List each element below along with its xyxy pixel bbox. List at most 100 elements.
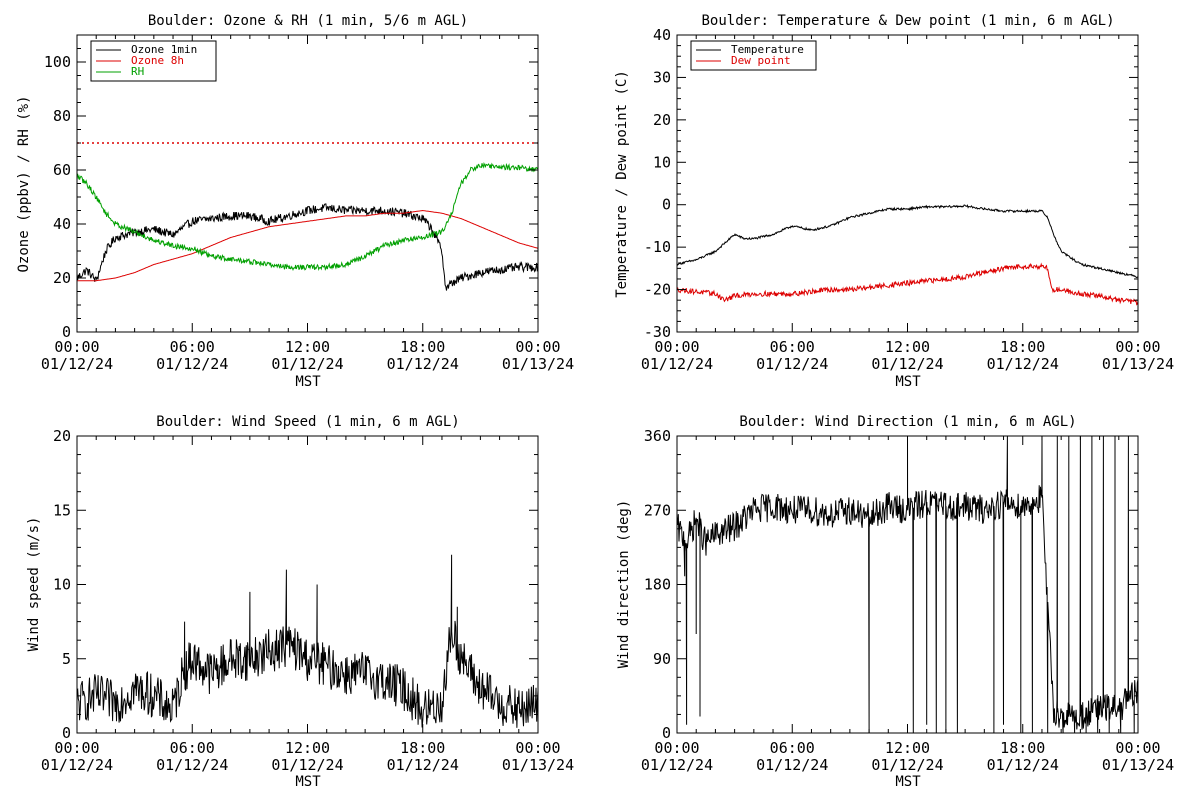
wind-direction-title: Boulder: Wind Direction (1 min, 6 m AGL): [739, 414, 1076, 430]
ozone-rh-xtick-date: 01/13/24: [502, 355, 574, 373]
wind-speed-ytick-label: 15: [53, 501, 71, 519]
temp-dew-xlabel: MST: [895, 374, 921, 390]
temp-dew-xtick-date: 01/13/24: [1102, 355, 1174, 373]
ozone-rh-legend-label: RH: [131, 65, 144, 78]
ozone-rh-xtick-date: 01/12/24: [271, 355, 343, 373]
temp-dew-series-dew-point: [677, 262, 1138, 306]
wind-direction-xtick-date: 01/12/24: [871, 756, 943, 774]
ozone-rh-ytick-label: 100: [44, 53, 71, 71]
wind-direction-ytick-label: 0: [662, 724, 671, 742]
temp-dew-xtick-time: 18:00: [1000, 338, 1045, 356]
wind-speed-ytick-label: 0: [62, 724, 71, 742]
ozone-rh-xtick-date: 01/12/24: [41, 355, 113, 373]
wind-direction-ylabel: Wind direction (deg): [616, 500, 632, 669]
ozone-rh-series-rh: [77, 161, 538, 271]
wind-direction-xtick-time: 00:00: [654, 739, 699, 757]
temp-dew-xtick-time: 06:00: [770, 338, 815, 356]
wind-direction-panel: Boulder: Wind Direction (1 min, 6 m AGL)…: [616, 414, 1174, 790]
ozone-rh-xtick-time: 18:00: [400, 338, 445, 356]
ozone-rh-xtick-time: 12:00: [285, 338, 330, 356]
wind-speed-xtick-date: 01/13/24: [502, 756, 574, 774]
ozone-rh-xtick-time: 00:00: [515, 338, 560, 356]
wind-direction-xtick-time: 12:00: [885, 739, 930, 757]
temp-dew-ytick-label: -10: [644, 238, 671, 256]
wind-direction-ytick-label: 180: [644, 576, 671, 594]
temp-dew-ylabel: Temperature / Dew point (C): [614, 70, 630, 298]
temp-dew-ytick-label: -20: [644, 281, 671, 299]
wind-speed-xtick-date: 01/12/24: [156, 756, 228, 774]
wind-direction-xtick-date: 01/13/24: [1102, 756, 1174, 774]
ozone-rh-ytick-label: 0: [62, 323, 71, 341]
ozone-rh-panel: Boulder: Ozone & RH (1 min, 5/6 m AGL) O…: [16, 13, 574, 390]
wind-direction-xlabel: MST: [895, 774, 921, 790]
temp-dew-title: Boulder: Temperature & Dew point (1 min,…: [701, 13, 1114, 29]
wind-direction-series-1: [677, 436, 1138, 733]
temp-dew-xtick-date: 01/12/24: [756, 355, 828, 373]
ozone-rh-ylabel: Ozone (ppbv) / RH (%): [16, 95, 32, 272]
ozone-rh-title: Boulder: Ozone & RH (1 min, 5/6 m AGL): [148, 13, 468, 29]
wind-speed-xtick-date: 01/12/24: [41, 756, 113, 774]
ozone-rh-legend-label: Ozone 8h: [131, 54, 184, 67]
wind-direction-ytick-label: 90: [653, 650, 671, 668]
wind-speed-ytick-label: 20: [53, 427, 71, 445]
wind-speed-series-1: [77, 554, 538, 728]
ozone-rh-xlabel: MST: [295, 374, 321, 390]
wind-speed-xlabel: MST: [295, 774, 321, 790]
temp-dew-plot: -30-20-1001020304000:0001/12/2406:0001/1…: [641, 26, 1174, 373]
ozone-rh-xtick-time: 00:00: [54, 338, 99, 356]
ozone-rh-series-ozone-8h: [77, 209, 538, 282]
wind-direction-xtick-date: 01/12/24: [987, 756, 1059, 774]
wind-direction-xtick-time: 00:00: [1115, 739, 1160, 757]
wind-direction-ytick-label: 270: [644, 501, 671, 519]
temp-dew-xtick-date: 01/12/24: [641, 355, 713, 373]
temp-dew-xtick-time: 12:00: [885, 338, 930, 356]
wind-direction-ytick-label: 360: [644, 427, 671, 445]
wind-speed-xtick-time: 18:00: [400, 739, 445, 757]
temp-dew-ytick-label: -30: [644, 323, 671, 341]
ozone-rh-xtick-date: 01/12/24: [387, 355, 459, 373]
temp-dew-ytick-label: 40: [653, 26, 671, 44]
ozone-rh-series-ozone-1min: [77, 203, 538, 291]
ozone-rh-legend-label: Ozone 1min: [131, 43, 197, 56]
ozone-rh-plot: 02040608010000:0001/12/2406:0001/12/2412…: [41, 34, 574, 373]
wind-speed-panel: Boulder: Wind Speed (1 min, 6 m AGL) Win…: [26, 414, 574, 790]
ozone-rh-ytick-label: 80: [53, 107, 71, 125]
wind-speed-xtick-date: 01/12/24: [271, 756, 343, 774]
wind-speed-title: Boulder: Wind Speed (1 min, 6 m AGL): [156, 414, 459, 430]
temp-dew-ytick-label: 0: [662, 196, 671, 214]
temp-dew-xtick-date: 01/12/24: [987, 355, 1059, 373]
temp-dew-series-temperature: [677, 204, 1138, 279]
ozone-rh-ytick-label: 60: [53, 161, 71, 179]
temp-dew-legend-box: [690, 40, 817, 71]
wind-speed-xtick-time: 00:00: [515, 739, 560, 757]
temp-dew-legend-label: Temperature: [731, 43, 804, 56]
wind-speed-plot: 0510152000:0001/12/2406:0001/12/2412:000…: [41, 427, 574, 774]
ozone-rh-xtick-date: 01/12/24: [156, 355, 228, 373]
temp-dew-xtick-time: 00:00: [654, 338, 699, 356]
wind-direction-xtick-date: 01/12/24: [641, 756, 713, 774]
wind-speed-ytick-label: 10: [53, 576, 71, 594]
wind-direction-xtick-time: 06:00: [770, 739, 815, 757]
temp-dew-ytick-label: 30: [653, 68, 671, 86]
ozone-rh-ytick-label: 20: [53, 269, 71, 287]
temp-dew-ytick-label: 20: [653, 111, 671, 129]
wind-speed-ylabel: Wind speed (m/s): [26, 517, 42, 652]
temp-dew-ytick-label: 10: [653, 153, 671, 171]
wind-direction-xtick-time: 18:00: [1000, 739, 1045, 757]
temp-dew-xtick-time: 00:00: [1115, 338, 1160, 356]
wind-speed-xtick-time: 12:00: [285, 739, 330, 757]
wind-direction-xtick-date: 01/12/24: [756, 756, 828, 774]
wind-speed-xtick-time: 06:00: [170, 739, 215, 757]
wind-speed-ytick-label: 5: [62, 650, 71, 668]
ozone-rh-ytick-label: 40: [53, 215, 71, 233]
wind-speed-xtick-time: 00:00: [54, 739, 99, 757]
temp-dew-legend-label: Dew point: [731, 54, 791, 67]
wind-speed-xtick-date: 01/12/24: [387, 756, 459, 774]
ozone-rh-xtick-time: 06:00: [170, 338, 215, 356]
wind-direction-plot: 09018027036000:0001/12/2406:0001/12/2412…: [641, 427, 1174, 774]
temp-dew-xtick-date: 01/12/24: [871, 355, 943, 373]
temp-dew-panel: Boulder: Temperature & Dew point (1 min,…: [614, 13, 1174, 390]
